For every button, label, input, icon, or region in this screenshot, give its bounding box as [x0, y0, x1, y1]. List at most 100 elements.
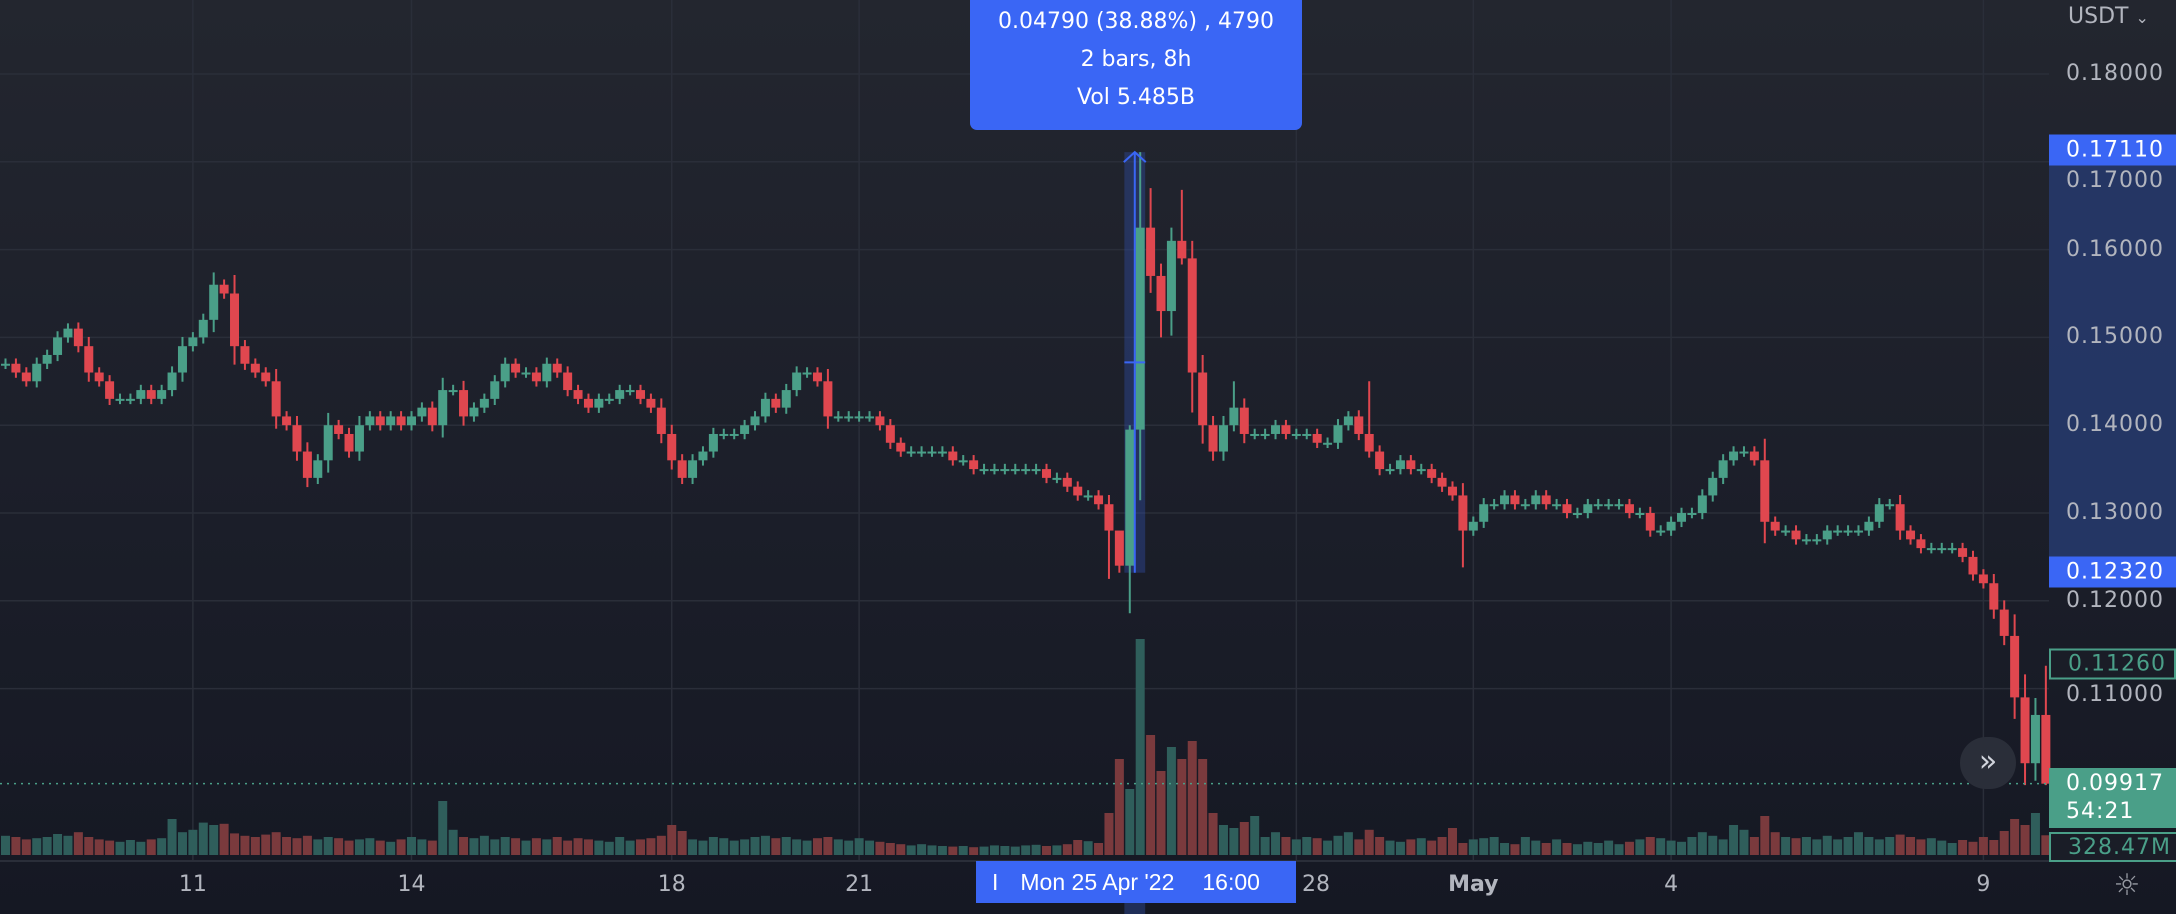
candle-down	[563, 372, 573, 391]
volume-bar	[1271, 832, 1281, 855]
volume-bar	[1177, 759, 1187, 855]
volume-bar	[63, 835, 73, 855]
volume-bar	[1479, 838, 1489, 855]
candle-down	[73, 328, 83, 347]
crosshair-marker: I	[992, 869, 999, 895]
volume-bar	[1395, 841, 1405, 855]
chevron-down-icon: ⌄	[2135, 8, 2149, 27]
volume-bar	[958, 846, 968, 855]
volume-bar	[354, 839, 364, 855]
volume-bar	[292, 838, 302, 855]
volume-bar	[250, 837, 260, 855]
volume-bar	[594, 840, 604, 855]
candle-up	[594, 398, 604, 408]
volume-bar	[469, 838, 479, 855]
candle-down	[94, 372, 104, 382]
measure-bars: 2 bars, 8h	[1080, 47, 1192, 72]
candle-down	[636, 390, 646, 399]
axis-measure-range	[2049, 152, 2176, 573]
volume-bar	[167, 819, 177, 855]
candle-up	[479, 398, 489, 408]
candle-up	[1853, 530, 1863, 533]
volume-bar	[1906, 837, 1916, 855]
volume-bar	[1968, 841, 1978, 855]
volume-bar	[459, 837, 469, 855]
volume-bar	[1083, 841, 1093, 855]
volume-bar	[105, 840, 115, 855]
volume-bar	[927, 845, 937, 855]
candle-up	[1833, 530, 1843, 533]
candle-down	[1187, 258, 1197, 373]
candle-up	[1010, 469, 1020, 472]
volume-bar	[1343, 832, 1353, 855]
volume-bar	[1833, 839, 1843, 855]
volume-bar	[1958, 840, 1968, 855]
candle-down	[1437, 477, 1447, 487]
volume-bar	[1239, 822, 1249, 855]
candle-down	[1208, 425, 1218, 452]
volume-bar	[1677, 841, 1687, 855]
settings-button[interactable]: ☼	[2110, 869, 2144, 903]
volume-bar	[438, 801, 448, 855]
volume-bar	[802, 840, 812, 855]
candle-up	[1926, 548, 1936, 551]
candle-up	[927, 451, 937, 454]
volume-bar	[792, 839, 802, 855]
measure-low-tag: 0.12320	[2049, 556, 2176, 588]
candle-down	[511, 363, 521, 373]
candle-down	[84, 346, 94, 373]
volume-bar	[1656, 838, 1666, 855]
candle-up	[604, 398, 614, 401]
candle-up	[1166, 240, 1176, 312]
volume-bar	[417, 839, 427, 855]
volume-bar	[1125, 789, 1135, 855]
volume-bar	[1874, 839, 1884, 855]
volume-bar	[760, 835, 770, 855]
volume-bar	[677, 831, 687, 855]
volume-bar	[1760, 816, 1770, 855]
price-tick-label: 0.16000	[2066, 236, 2164, 262]
candle-up	[854, 416, 864, 419]
last-price-tag: 0.09917 54:21	[2049, 768, 2176, 828]
volume-bar	[11, 837, 21, 855]
currency-selector[interactable]: USDT ⌄	[2068, 4, 2149, 29]
candle-up	[448, 390, 458, 393]
volume-bar	[1135, 639, 1145, 855]
candle-down	[1427, 469, 1437, 478]
candle-down	[219, 284, 229, 294]
candle-up	[167, 372, 177, 391]
candle-up	[1781, 530, 1791, 533]
volume-bar	[552, 837, 562, 855]
volume-bar	[157, 838, 167, 855]
candle-up	[1531, 495, 1541, 505]
volume-bar	[573, 838, 583, 855]
time-tick-label: 18	[657, 872, 686, 897]
volume-bar	[1447, 828, 1457, 855]
volume-bar	[698, 840, 708, 855]
volume-bar	[73, 832, 83, 855]
volume-bar	[125, 840, 135, 855]
candle-up	[406, 416, 416, 426]
candle-up	[1260, 433, 1270, 436]
candle-up	[1385, 469, 1395, 472]
volume-bar	[53, 834, 63, 855]
candle-up	[1822, 530, 1832, 540]
candle-up	[438, 390, 448, 426]
volume-bar	[1947, 843, 1957, 855]
volume-bar	[865, 840, 875, 855]
volume-bar	[21, 839, 31, 855]
candle-down	[1146, 227, 1156, 276]
volume-bar	[396, 839, 406, 855]
candle-down	[1895, 504, 1905, 531]
candle-up	[1416, 469, 1426, 472]
volume-bar	[1989, 840, 1999, 855]
volume-bar	[656, 835, 666, 855]
candle-down	[344, 433, 354, 452]
scroll-to-latest-button[interactable]: »	[1960, 737, 2016, 789]
candle-up	[323, 425, 333, 461]
volume-bar	[1260, 837, 1270, 855]
volume-bar	[1323, 840, 1333, 855]
volume-bar	[1218, 825, 1228, 855]
volume-bar	[2041, 835, 2051, 855]
